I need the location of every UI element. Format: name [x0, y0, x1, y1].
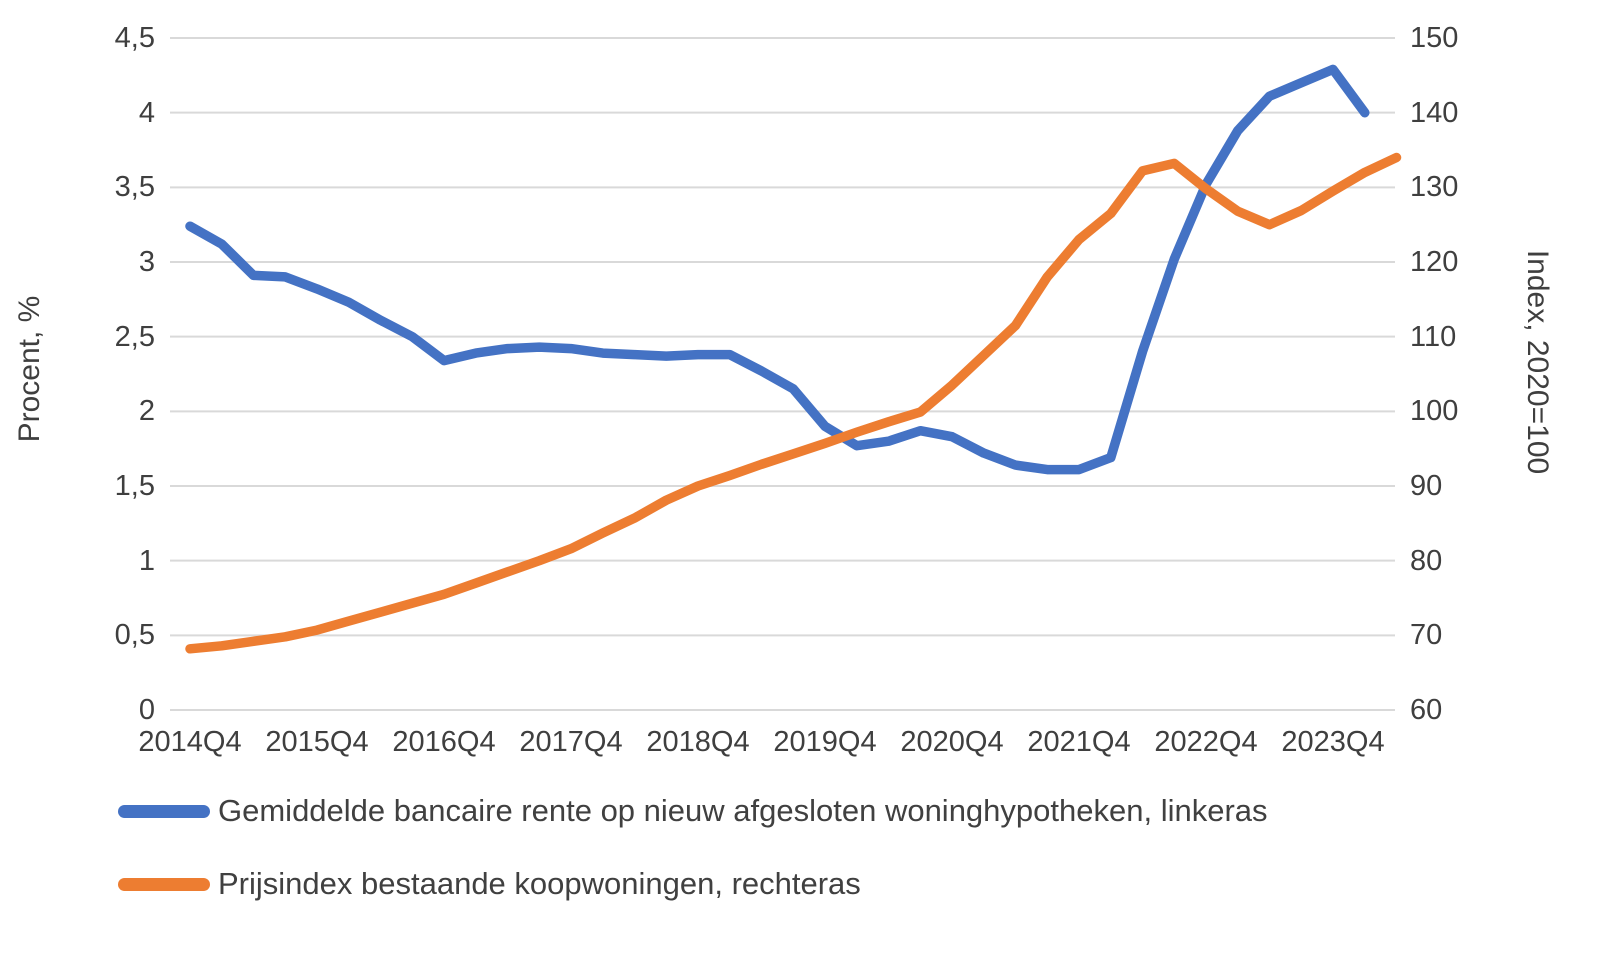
series-line-1: [185, 152, 1402, 654]
right-axis-tick-label: 120: [1410, 246, 1459, 278]
x-axis-tick-label: 2014Q4: [138, 726, 242, 758]
right-axis-tick-label: 70: [1410, 619, 1443, 652]
gridlines: [170, 37, 1395, 711]
x-axis-tick-label: 2020Q4: [900, 726, 1004, 758]
series-line-0: [185, 64, 1370, 475]
right-axis-tick-label: 80: [1410, 544, 1443, 577]
x-axis-tick-label: 2016Q4: [392, 726, 496, 758]
left-axis-tick-label: 1,5: [114, 470, 155, 502]
left-axis-title: Procent, %: [13, 295, 46, 443]
right-axis-tick-label: 150: [1410, 22, 1459, 54]
x-axis-tick-label: 2022Q4: [1154, 726, 1258, 758]
x-axis-tick-label: 2019Q4: [773, 726, 877, 758]
left-axis-tick-label: 2,5: [114, 320, 155, 353]
right-axis-tick-label: 110: [1410, 320, 1457, 353]
right-axis-tick-label: 60: [1410, 694, 1443, 726]
left-axis-tick-label: 2: [138, 395, 155, 428]
x-axis-tick-label: 2018Q4: [646, 726, 750, 758]
legend-swatch-rate-line: [118, 804, 210, 818]
legend-label-rate: Gemiddelde bancaire rente op nieuw afges…: [218, 793, 1268, 828]
right-axis-tick-label: 90: [1410, 470, 1443, 502]
series-lines: [185, 64, 1402, 654]
legend-label-priceindex: Prijsindex bestaande koopwoningen, recht…: [218, 866, 861, 901]
legend-item-rate: Gemiddelde bancaire rente op nieuw afges…: [118, 793, 1268, 829]
legend: Gemiddelde bancaire rente op nieuw afges…: [118, 793, 1268, 902]
left-axis-tick-label: 1: [138, 544, 155, 577]
left-axis-tick-label: 0: [138, 694, 155, 726]
x-axis-tick-label: 2017Q4: [519, 726, 623, 758]
plot-area: [170, 37, 1402, 711]
left-axis-tick-label: 0,5: [114, 619, 155, 652]
right-axis-title: Index, 2020=100: [1521, 249, 1554, 475]
x-axis-tick-label: 2015Q4: [265, 726, 369, 758]
legend-item-priceindex: Prijsindex bestaande koopwoningen, recht…: [118, 866, 1268, 902]
legend-swatch-priceindex-line: [118, 877, 210, 891]
right-axis-tick-label: 100: [1410, 395, 1459, 428]
left-axis-tick-label: 3,5: [114, 171, 155, 204]
x-axis-tick-label: 2021Q4: [1027, 726, 1131, 758]
left-axis-tick-label: 4: [138, 96, 155, 129]
right-axis-tick-label: 130: [1410, 171, 1459, 204]
x-axis-tick-label: 2023Q4: [1281, 726, 1385, 758]
left-axis-tick-label: 3: [138, 246, 155, 278]
right-axis-tick-label: 140: [1410, 96, 1459, 129]
left-axis-tick-label: 4,5: [114, 22, 155, 54]
